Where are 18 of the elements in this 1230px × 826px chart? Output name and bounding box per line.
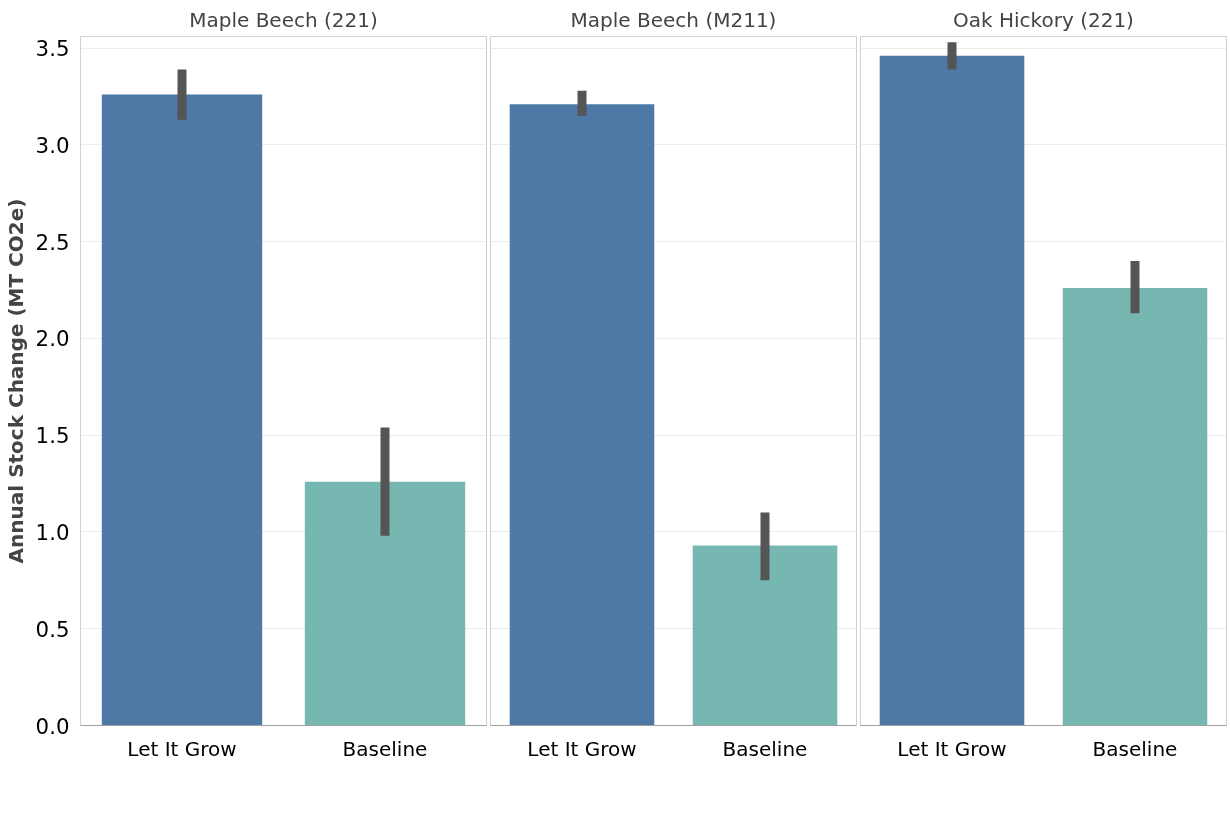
x-tick-label: Let It Grow	[897, 736, 1007, 761]
y-tick-label: 1.0	[35, 519, 70, 545]
chart-title: Maple Beech (221)	[189, 7, 378, 32]
y-tick-label: 3.5	[35, 36, 70, 62]
y-tick-label: 1.5	[35, 423, 70, 449]
y-axis-title: Annual Stock Change (MT CO2e)	[3, 198, 28, 564]
y-tick-label: 3.0	[35, 132, 70, 158]
chart-title: Oak Hickory (221)	[953, 7, 1134, 32]
y-tick-label: 0.0	[35, 713, 70, 739]
chart-title: Maple Beech (M211)	[570, 7, 777, 32]
x-tick-label: Let It Grow	[527, 736, 637, 761]
x-tick-label: Let It Grow	[127, 736, 237, 761]
y-tick-label: 2.0	[35, 326, 70, 352]
x-tick-label: Baseline	[1092, 736, 1178, 761]
x-tick-label: Baseline	[342, 736, 428, 761]
x-tick-label: Baseline	[722, 736, 808, 761]
y-tick-label: 0.5	[35, 616, 70, 642]
y-tick-label: 2.5	[35, 229, 70, 255]
